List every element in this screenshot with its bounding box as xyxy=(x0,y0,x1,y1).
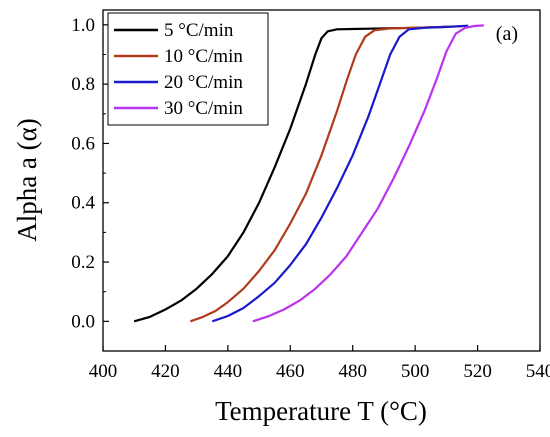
series-line-3 xyxy=(252,24,484,323)
x-tick-label: 460 xyxy=(276,361,305,382)
legend-label-3: 30 °C/min xyxy=(164,98,243,119)
series-line-2 xyxy=(211,24,469,323)
legend-label-2: 20 °C/min xyxy=(164,72,243,93)
legend-box xyxy=(107,12,269,126)
data-series xyxy=(133,24,484,323)
legend-label-0: 5 °C/min xyxy=(164,20,234,41)
plot-frame xyxy=(102,9,541,352)
x-tick-label: 520 xyxy=(463,361,492,382)
legend: 5 °C/min 10 °C/min 20 °C/min 30 °C/min xyxy=(107,12,269,126)
y-tick-label: 0.2 xyxy=(71,252,95,273)
x-tick-label: 480 xyxy=(338,361,367,382)
x-tick-label: 400 xyxy=(89,361,118,382)
y-tick-label: 0.6 xyxy=(71,133,95,154)
y-tick-label: 0.4 xyxy=(71,193,95,214)
axis-ticks: 400 420 440 460 480 500 520 540 0.0 0.2 0.4 0.6 0.8 1… xyxy=(71,15,550,382)
y-tick-label: 1.0 xyxy=(71,15,95,36)
legend-label-1: 10 °C/min xyxy=(164,46,243,67)
x-tick-label: 420 xyxy=(151,361,180,382)
y-axis-title: Alpha a (α) xyxy=(12,118,42,242)
x-tick-label: 540 xyxy=(526,361,550,382)
panel-label: (a) xyxy=(496,23,518,45)
x-tick-label: 500 xyxy=(401,361,430,382)
series-line-1 xyxy=(190,25,463,323)
series-line-0 xyxy=(133,25,447,323)
y-tick-label: 0.0 xyxy=(71,311,95,332)
x-tick-label: 440 xyxy=(214,361,243,382)
y-tick-label: 0.8 xyxy=(71,74,95,95)
x-axis-title: Temperature T (°C) xyxy=(215,396,427,426)
